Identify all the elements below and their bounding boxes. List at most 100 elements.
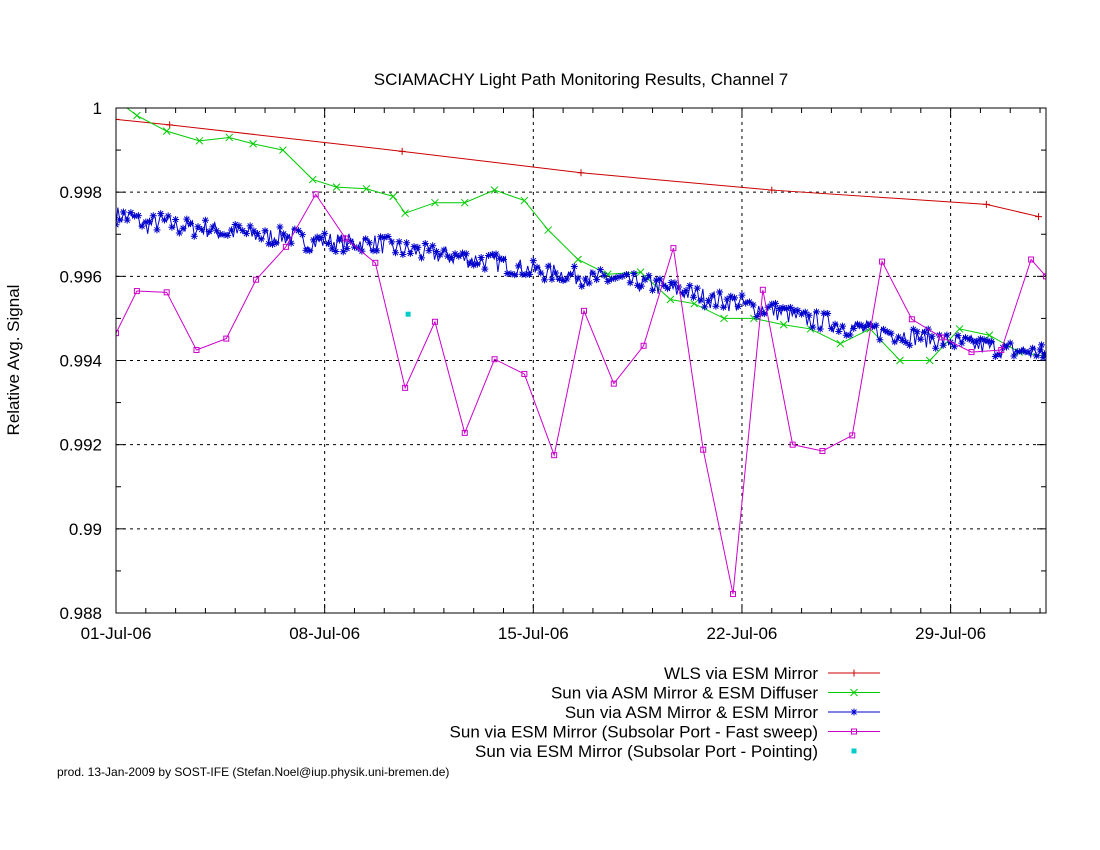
chart-title: SCIAMACHY Light Path Monitoring Results,… [374, 70, 789, 89]
data-point [775, 304, 783, 312]
data-point [201, 216, 209, 224]
data-point [133, 111, 141, 120]
data-point [611, 274, 619, 282]
data-point [544, 226, 553, 234]
data-point [209, 223, 217, 231]
data-point [734, 302, 742, 310]
data-point [622, 271, 630, 279]
data-point [526, 270, 534, 278]
data-point [719, 303, 727, 311]
data-point [257, 235, 265, 243]
data-point [1010, 352, 1018, 360]
data-point [645, 272, 653, 280]
data-point [533, 263, 541, 271]
data-point [954, 332, 962, 340]
data-point [421, 239, 429, 247]
data-point [485, 251, 493, 259]
data-point [332, 248, 340, 256]
legend-marker [850, 688, 858, 697]
y-tick-label: 0.988 [59, 604, 102, 623]
data-point [600, 271, 608, 279]
data-point [1006, 339, 1014, 347]
data-point [626, 279, 634, 287]
data-point [872, 321, 880, 329]
data-point [909, 325, 917, 333]
data-point [511, 271, 519, 279]
data-point [166, 121, 174, 129]
data-point [1017, 347, 1025, 355]
data-point [604, 277, 612, 285]
data-point [708, 292, 716, 300]
data-point [343, 245, 351, 253]
data-point [369, 247, 377, 255]
data-point [812, 308, 820, 316]
data-point [555, 275, 563, 283]
data-point [551, 452, 558, 459]
data-point [123, 216, 131, 224]
data-point [950, 343, 958, 351]
legend-marker [851, 728, 857, 735]
data-point [1036, 346, 1044, 354]
data-point [276, 223, 284, 231]
data-point [358, 247, 366, 255]
data-point [730, 591, 737, 598]
data-point [932, 344, 940, 352]
plot-frame [115, 107, 1047, 614]
data-point [187, 220, 195, 228]
data-point [220, 231, 228, 239]
data-point [406, 249, 414, 257]
data-point [451, 250, 459, 258]
data-point [768, 300, 776, 308]
data-point [835, 328, 843, 336]
data-point [119, 208, 127, 216]
data-point [759, 286, 766, 293]
data-point [490, 186, 499, 194]
data-point [563, 275, 571, 283]
data-point [432, 247, 440, 255]
data-point [425, 247, 433, 255]
data-point [163, 289, 170, 296]
data-point [1032, 352, 1040, 360]
data-point [846, 331, 854, 339]
y-tick-label: 0.996 [59, 267, 102, 286]
data-point [1043, 273, 1046, 280]
data-point [742, 299, 750, 307]
data-point [460, 198, 469, 207]
data-point [958, 339, 966, 347]
data-point [280, 230, 288, 238]
data-point [496, 254, 504, 262]
data-point [794, 306, 802, 314]
data-point [395, 238, 403, 246]
data-point [641, 276, 649, 284]
data-point [414, 243, 422, 251]
data-point [403, 239, 411, 247]
data-point [249, 139, 257, 148]
data-point [652, 276, 660, 284]
data-point [675, 283, 683, 291]
data-point [574, 274, 582, 282]
data-point [279, 146, 287, 154]
data-point [1021, 348, 1029, 356]
data-point [133, 288, 140, 295]
x-tick-label: 15-Jul-06 [498, 624, 569, 643]
data-point [567, 270, 575, 278]
data-point [116, 330, 119, 337]
data-point [1035, 213, 1043, 221]
data-point [223, 335, 230, 342]
data-point [268, 240, 276, 248]
data-point [488, 250, 496, 258]
data-point [995, 350, 1003, 358]
data-point [700, 446, 707, 453]
data-point [809, 323, 817, 331]
data-point [880, 325, 888, 333]
data-point [842, 331, 850, 339]
data-point [179, 224, 187, 232]
data-point [1014, 348, 1022, 356]
data-point [943, 331, 951, 339]
footer-credit: prod. 13-Jan-2009 by SOST-IFE (Stefan.No… [57, 765, 449, 779]
data-point [853, 320, 861, 328]
data-point [839, 322, 847, 330]
data-point [287, 239, 295, 247]
data-point [164, 212, 172, 220]
data-point [667, 278, 675, 286]
